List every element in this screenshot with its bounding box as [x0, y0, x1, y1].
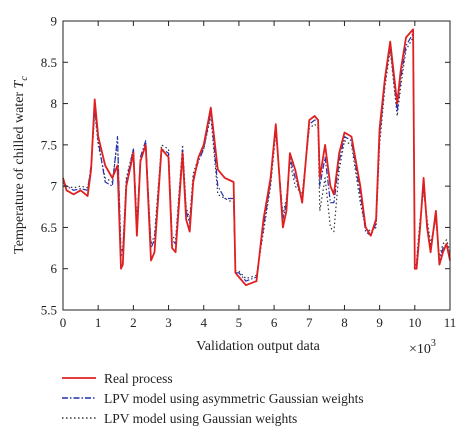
x-tick-label: 7 — [306, 315, 313, 330]
x-tick-label: 0 — [60, 315, 67, 330]
x-tick-label: 11 — [444, 315, 457, 330]
legend-label-asymmetric: LPV model using asymmetric Gaussian weig… — [104, 391, 364, 406]
y-tick-label: 7 — [51, 179, 58, 194]
x-multiplier-base: ×10 — [409, 342, 431, 357]
series-line-0 — [62, 28, 451, 287]
x-tick-label: 5 — [236, 315, 243, 330]
y-tick-label: 5.5 — [41, 303, 57, 318]
y-tick-label: 8.5 — [41, 55, 57, 70]
y-axis-title-subscript: c — [19, 76, 30, 81]
x-multiplier-exponent: 3 — [431, 338, 436, 349]
y-tick-label: 9 — [51, 14, 58, 29]
x-tick-label: 4 — [200, 315, 207, 330]
x-tick-label: 6 — [271, 315, 278, 330]
y-axis-title-text: Temperature of chilled water — [12, 88, 27, 253]
x-tick-label: 8 — [341, 315, 348, 330]
legend: Real process LPV model using asymmetric … — [62, 371, 364, 426]
x-axis-title: Validation output data — [196, 339, 320, 354]
x-tick-label: 1 — [95, 315, 102, 330]
x-axis-multiplier: ×103 — [409, 338, 436, 357]
y-axis-title-variable: T — [12, 79, 27, 88]
x-tick-label: 3 — [165, 315, 172, 330]
plot-area — [62, 20, 451, 311]
plot-frame — [62, 20, 451, 311]
y-tick-label: 8 — [51, 96, 58, 111]
x-axis-ticks: 0 1 2 3 4 5 6 7 8 9 10 11 — [60, 21, 457, 330]
y-tick-label: 7.5 — [41, 137, 57, 152]
y-axis-title: Temperature of chilled water Tc — [12, 76, 30, 254]
legend-label-gaussian: LPV model using Gaussian weights — [104, 411, 297, 426]
legend-label-real-process: Real process — [104, 371, 173, 386]
y-tick-label: 6 — [51, 261, 58, 276]
y-axis-ticks: 5.5 6 6.5 7 7.5 8 8.5 9 — [41, 14, 450, 318]
x-tick-label: 10 — [408, 315, 421, 330]
x-tick-label: 2 — [130, 315, 137, 330]
y-tick-label: 6.5 — [41, 220, 57, 235]
x-tick-label: 9 — [376, 315, 383, 330]
